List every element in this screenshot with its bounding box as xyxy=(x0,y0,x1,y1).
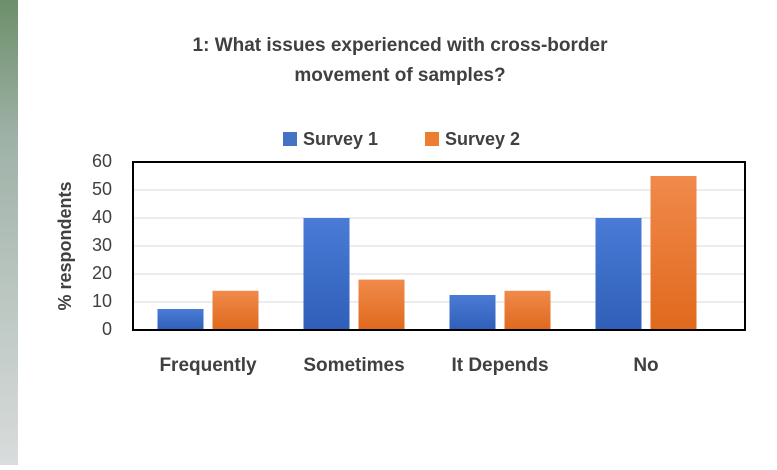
bar xyxy=(358,279,405,330)
bar xyxy=(157,309,204,330)
y-tick-label: 60 xyxy=(92,151,112,171)
bar xyxy=(595,218,642,330)
legend-swatch xyxy=(283,132,297,146)
y-tick-label: 20 xyxy=(92,263,112,283)
y-tick-label: 50 xyxy=(92,179,112,199)
bar xyxy=(504,290,551,330)
y-axis-label: % respondents xyxy=(55,181,75,310)
bar xyxy=(303,218,350,330)
y-tick-label: 30 xyxy=(92,235,112,255)
bar xyxy=(449,295,496,330)
plot-border xyxy=(132,161,746,331)
x-tick-label: It Depends xyxy=(451,355,548,376)
legend-label: Survey 1 xyxy=(303,129,378,149)
y-tick-label: 40 xyxy=(92,207,112,227)
bar xyxy=(212,290,259,330)
x-tick-label: Frequently xyxy=(159,355,257,376)
y-tick-label: 0 xyxy=(102,319,112,339)
y-tick-label: 10 xyxy=(92,291,112,311)
legend-swatch xyxy=(425,132,439,146)
x-tick-label: No xyxy=(633,355,658,376)
bar xyxy=(650,176,697,330)
chart-title: 1: What issues experienced with cross-bo… xyxy=(193,35,609,56)
legend-label: Survey 2 xyxy=(445,129,520,149)
x-tick-label: Sometimes xyxy=(303,355,404,376)
chart-title: movement of samples? xyxy=(294,65,505,86)
